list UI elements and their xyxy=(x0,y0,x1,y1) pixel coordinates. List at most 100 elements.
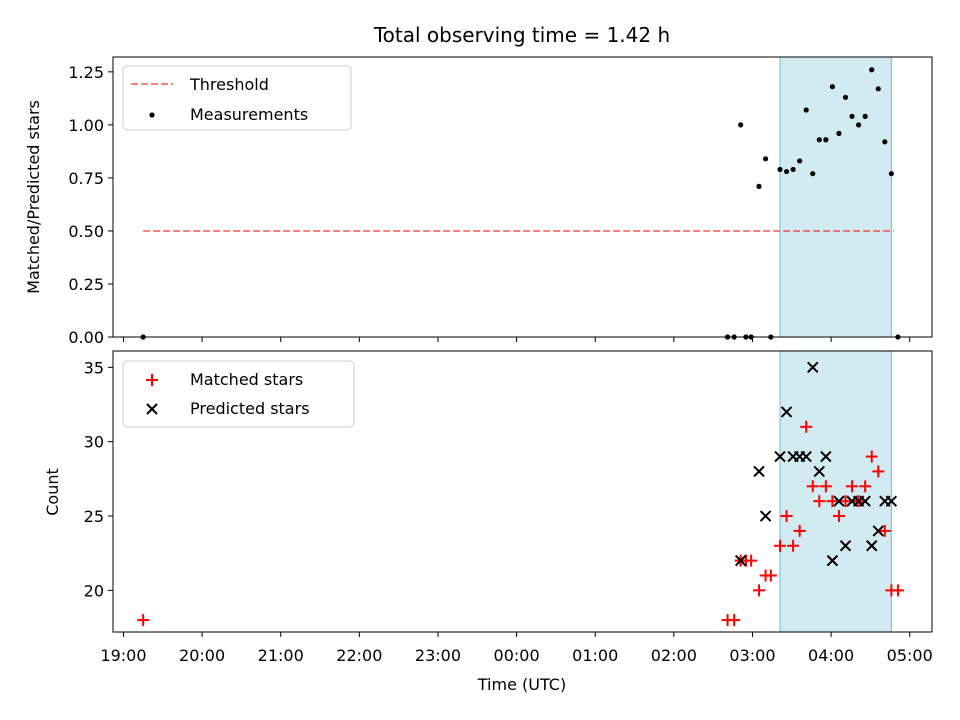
matched-star-point xyxy=(745,554,758,567)
top-axis-ticks: 0.00 0.25 0.50 0.75 1.00 1.25 xyxy=(68,63,911,347)
x-tick-label: 19:00 xyxy=(100,646,146,665)
measurement-point xyxy=(762,156,769,162)
measurement-point xyxy=(738,122,744,128)
predicted-star-point xyxy=(774,450,786,463)
predicted-star-point xyxy=(759,510,772,522)
top-highlight-span xyxy=(779,57,892,337)
top-y-tick-label: 0.50 xyxy=(68,222,104,241)
legend-measurements-swatch xyxy=(149,112,155,118)
top-panel: Total observing time = 1.42 h 0.000.250.… xyxy=(24,23,933,347)
bottom-plot-frame xyxy=(112,350,933,633)
predicted-star-point xyxy=(753,465,765,478)
x-tick-label: 02:00 xyxy=(651,646,697,665)
predicted-star-point xyxy=(813,465,826,478)
matched-star-point xyxy=(865,450,878,463)
top-y-tick-label: 1.25 xyxy=(68,63,104,82)
top-span-fill xyxy=(779,57,892,337)
predicted-star-point xyxy=(826,554,839,567)
legend-matched-label: Matched stars xyxy=(190,370,303,389)
predicted-star-point xyxy=(734,554,747,567)
measurement-point xyxy=(836,130,842,136)
predicted-star-point xyxy=(807,361,819,374)
bottom-axis-ticks: 20 25 30 35 19:00 20:00 21:00 22:00 23:00 00:00 01… xyxy=(84,358,933,665)
top-legend-box xyxy=(122,65,352,131)
matched-star-point xyxy=(819,480,832,493)
measurement-point xyxy=(816,137,822,143)
x-tick-label: 22:00 xyxy=(336,646,382,665)
top-y-tick-label: 1.00 xyxy=(68,116,104,135)
matched-star-point xyxy=(728,614,741,627)
legend-measurements-label: Measurements xyxy=(190,105,308,124)
x-tick-label: 23:00 xyxy=(415,646,461,665)
x-tick-label: 04:00 xyxy=(808,646,854,665)
matched-star-point xyxy=(787,539,800,552)
top-y-tick-label: 0.25 xyxy=(68,275,104,294)
measurement-point xyxy=(882,139,888,145)
x-tick-label: 03:00 xyxy=(729,646,775,665)
bottom-y-tick-label: 25 xyxy=(84,507,104,526)
predicted-star-point xyxy=(839,540,852,552)
measurement-point xyxy=(756,183,762,189)
bottom-legend: Matched stars Predicted stars xyxy=(122,360,355,428)
matched-star-point xyxy=(872,465,885,478)
measurement-point xyxy=(829,84,836,90)
matched-star-point xyxy=(753,584,766,597)
top-y-tick-label: 0.75 xyxy=(68,169,104,188)
measurement-point xyxy=(790,166,796,173)
top-y-tick-label: 0.00 xyxy=(68,328,104,347)
x-tick-label: 21:00 xyxy=(258,646,304,665)
matched-star-point xyxy=(793,524,806,537)
matched-star-point xyxy=(846,480,859,493)
bottom-panel: 20 25 30 35 19:00 20:00 21:00 22:00 23:00 00:00 01… xyxy=(43,350,933,694)
matched-star-point xyxy=(780,510,793,523)
matched-star-point xyxy=(826,495,839,508)
measurement-point xyxy=(869,67,875,73)
bottom-y-tick-label: 35 xyxy=(84,358,104,377)
predicted-star-point xyxy=(885,495,898,507)
bottom-span-fill xyxy=(779,351,892,632)
top-plot-frame xyxy=(112,56,933,338)
legend-matched-swatch xyxy=(146,374,158,386)
bottom-y-axis-label: Count xyxy=(43,468,62,516)
top-y-axis-label: Matched/Predicted stars xyxy=(24,100,43,294)
top-chart-title: Total observing time = 1.42 h xyxy=(373,23,670,47)
predicted-star-point xyxy=(800,450,812,463)
matched-star-point xyxy=(764,569,777,582)
bottom-legend-box xyxy=(122,360,355,428)
matched-star-point xyxy=(806,480,819,493)
x-tick-label: 20:00 xyxy=(179,646,225,665)
measurement-point xyxy=(849,113,855,119)
matched-star-point xyxy=(137,614,150,627)
count-points xyxy=(137,361,904,627)
bottom-highlight-span xyxy=(779,351,892,632)
x-axis-label: Time (UTC) xyxy=(477,675,566,694)
matched-star-point xyxy=(773,539,786,552)
top-legend: Threshold Measurements xyxy=(122,65,352,131)
legend-predicted-swatch xyxy=(146,403,158,415)
measurement-point xyxy=(888,171,894,177)
predicted-star-point xyxy=(872,525,884,537)
predicted-star-point xyxy=(859,495,871,507)
matched-star-point xyxy=(813,495,826,508)
predicted-star-point xyxy=(833,495,845,507)
x-tick-label: 01:00 xyxy=(572,646,618,665)
bottom-y-tick-label: 20 xyxy=(84,581,104,600)
matched-star-point xyxy=(891,584,904,597)
measurement-point xyxy=(842,94,849,100)
matched-star-point xyxy=(859,480,872,493)
matched-star-point xyxy=(839,495,852,508)
matched-star-point xyxy=(878,524,891,537)
x-tick-label: 00:00 xyxy=(494,646,540,665)
measurement-point xyxy=(875,86,881,92)
x-tick-label: 05:00 xyxy=(887,646,933,665)
measurement-point xyxy=(862,113,868,119)
measurement-point xyxy=(823,137,829,143)
matched-star-point xyxy=(800,420,813,433)
predicted-star-point xyxy=(866,540,878,552)
legend-predicted-label: Predicted stars xyxy=(190,399,310,418)
predicted-star-point xyxy=(820,450,832,463)
measurement-point xyxy=(803,107,809,113)
bottom-y-tick-label: 30 xyxy=(84,433,104,452)
measurement-point xyxy=(810,171,816,177)
